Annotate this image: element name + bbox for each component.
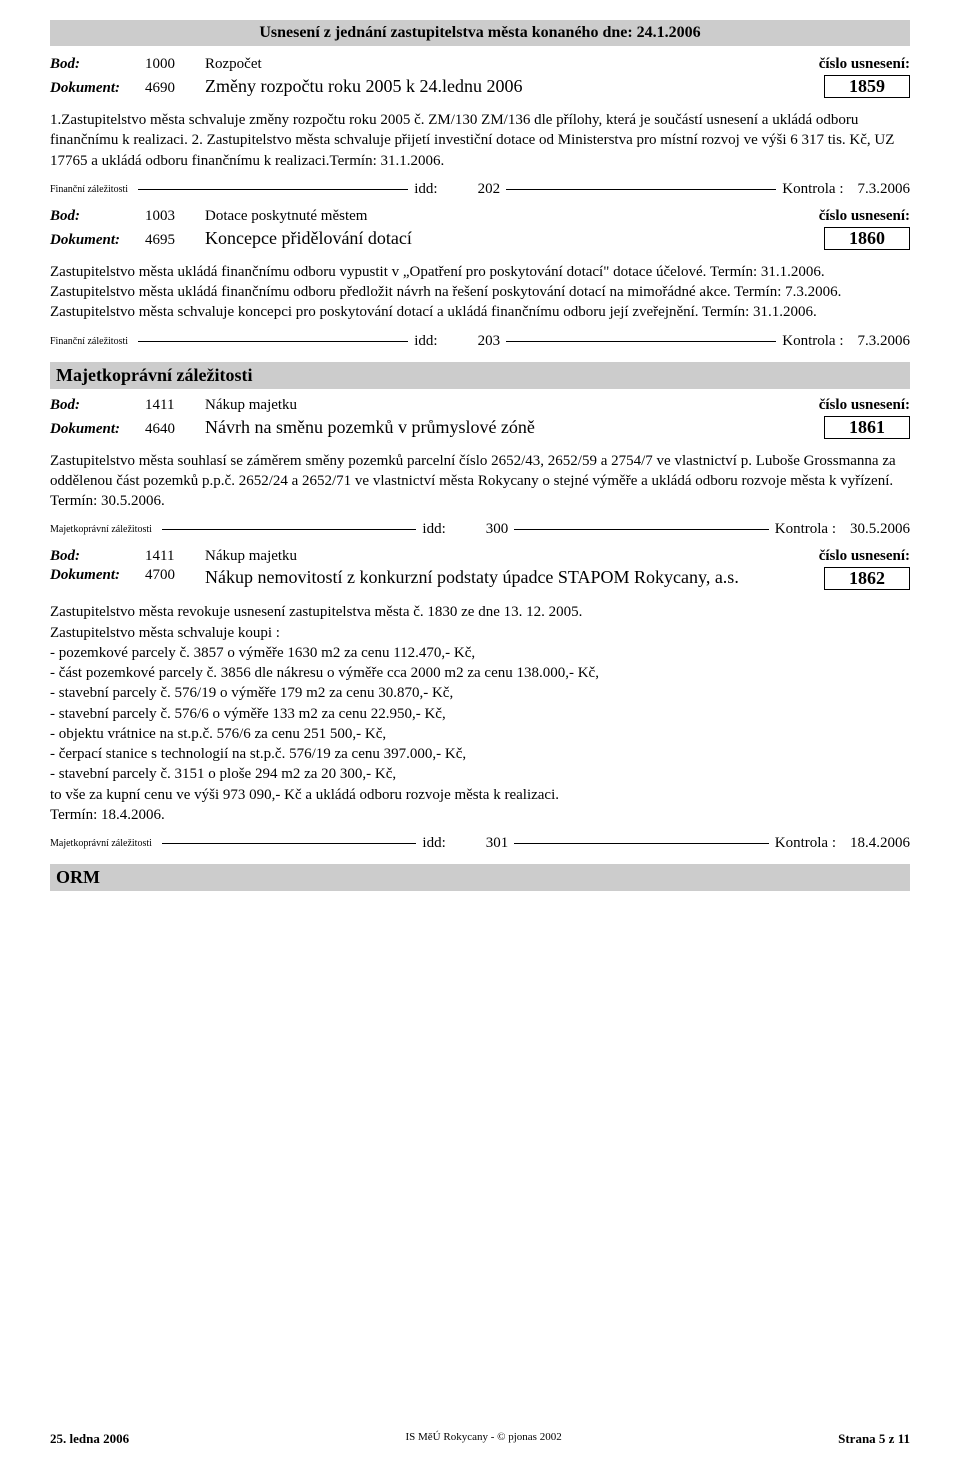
page-footer: 25. ledna 2006 IS MěÚ Rokycany - © pjona… xyxy=(50,1431,910,1447)
divider-line xyxy=(162,843,417,844)
idd-value: 203 xyxy=(478,333,501,350)
kontrola-date: 18.4.2006 xyxy=(850,835,910,852)
bod-label: Bod: xyxy=(50,397,145,414)
dokument-number: 4690 xyxy=(145,80,205,97)
bod-title: Nákup majetku xyxy=(205,548,819,565)
bod-title: Rozpočet xyxy=(205,56,819,73)
bod-number: 1411 xyxy=(145,548,205,565)
resolution-body: Zastupitelstvo města ukládá finančnímu o… xyxy=(50,262,910,323)
dokument-title: Nákup nemovitostí z konkurzní podstaty ú… xyxy=(205,567,800,588)
bod-row: Bod: 1411 Nákup majetku číslo usnesení: xyxy=(50,548,910,565)
footer-date: 25. ledna 2006 xyxy=(50,1431,129,1447)
idd-label: idd: xyxy=(414,181,437,198)
divider-line xyxy=(514,843,769,844)
page: Usnesení z jednání zastupitelstva města … xyxy=(0,0,960,1465)
divider-row: Finanční záležitosti idd: 202 Kontrola :… xyxy=(50,181,910,198)
kontrola-label: Kontrola : xyxy=(775,835,836,852)
dokument-label: Dokument: xyxy=(50,232,145,249)
divider-line xyxy=(514,529,769,530)
kontrola-date: 30.5.2006 xyxy=(850,521,910,538)
idd-value: 301 xyxy=(486,835,509,852)
bod-label: Bod: xyxy=(50,548,145,565)
kontrola-label: Kontrola : xyxy=(775,521,836,538)
dokument-label: Dokument: xyxy=(50,567,145,584)
idd-label: idd: xyxy=(422,835,445,852)
kontrola-label: Kontrola : xyxy=(782,181,843,198)
dokument-title: Změny rozpočtu roku 2005 k 24.lednu 2006 xyxy=(205,76,800,97)
divider-line xyxy=(506,189,776,190)
bod-label: Bod: xyxy=(50,56,145,73)
bod-row: Bod: 1003 Dotace poskytnuté městem číslo… xyxy=(50,208,910,225)
resolution-box-wrap: 1860 xyxy=(800,227,910,250)
footer-page-number: Strana 5 z 11 xyxy=(838,1431,910,1447)
bod-number: 1411 xyxy=(145,397,205,414)
divider-line xyxy=(138,341,408,342)
bod-number: 1000 xyxy=(145,56,205,73)
idd-value: 202 xyxy=(478,181,501,198)
dokument-row: Dokument: 4640 Návrh na směnu pozemků v … xyxy=(50,416,910,439)
divider-category: Majetkoprávní záležitosti xyxy=(50,838,156,849)
divider-row: Finanční záležitosti idd: 203 Kontrola :… xyxy=(50,333,910,350)
dokument-label: Dokument: xyxy=(50,80,145,97)
resolution-box-wrap: 1862 xyxy=(800,567,910,590)
section-header: Majetkoprávní záležitosti xyxy=(50,362,910,389)
resolution-number: 1859 xyxy=(824,75,910,98)
bod-row: Bod: 1000 Rozpočet číslo usnesení: xyxy=(50,56,910,73)
bod-title: Nákup majetku xyxy=(205,397,819,414)
resolution-number-label: číslo usnesení: xyxy=(819,548,910,565)
divider-line xyxy=(506,341,776,342)
resolution-number: 1862 xyxy=(824,567,910,590)
divider-category: Finanční záležitosti xyxy=(50,184,132,195)
divider-category: Finanční záležitosti xyxy=(50,336,132,347)
section-header: ORM xyxy=(50,864,910,891)
footer-copyright: IS MěÚ Rokycany - © pjonas 2002 xyxy=(405,1431,561,1447)
bod-label: Bod: xyxy=(50,208,145,225)
idd-label: idd: xyxy=(414,333,437,350)
resolution-number-label: číslo usnesení: xyxy=(819,397,910,414)
divider-line xyxy=(138,189,408,190)
bod-row: Bod: 1411 Nákup majetku číslo usnesení: xyxy=(50,397,910,414)
resolution-body: Zastupitelstvo města revokuje usnesení z… xyxy=(50,602,910,825)
resolution-number-label: číslo usnesení: xyxy=(819,208,910,225)
divider-category: Majetkoprávní záležitosti xyxy=(50,524,156,535)
divider-row: Majetkoprávní záležitosti idd: 300 Kontr… xyxy=(50,521,910,538)
dokument-title: Návrh na směnu pozemků v průmyslové zóně xyxy=(205,417,800,438)
dokument-row: Dokument: 4700 Nákup nemovitostí z konku… xyxy=(50,567,910,590)
dokument-number: 4700 xyxy=(145,567,205,584)
bod-title: Dotace poskytnuté městem xyxy=(205,208,819,225)
bod-number: 1003 xyxy=(145,208,205,225)
resolution-body: 1.Zastupitelstvo města schvaluje změny r… xyxy=(50,110,910,171)
divider-line xyxy=(162,529,417,530)
resolution-number-label: číslo usnesení: xyxy=(819,56,910,73)
dokument-number: 4695 xyxy=(145,232,205,249)
dokument-number: 4640 xyxy=(145,421,205,438)
dokument-label: Dokument: xyxy=(50,421,145,438)
idd-label: idd: xyxy=(422,521,445,538)
divider-row: Majetkoprávní záležitosti idd: 301 Kontr… xyxy=(50,835,910,852)
resolution-number: 1860 xyxy=(824,227,910,250)
kontrola-date: 7.3.2006 xyxy=(858,333,911,350)
resolution-box-wrap: 1859 xyxy=(800,75,910,98)
idd-value: 300 xyxy=(486,521,509,538)
resolution-box-wrap: 1861 xyxy=(800,416,910,439)
kontrola-date: 7.3.2006 xyxy=(858,181,911,198)
dokument-row: Dokument: 4695 Koncepce přidělování dota… xyxy=(50,227,910,250)
kontrola-label: Kontrola : xyxy=(782,333,843,350)
resolution-number: 1861 xyxy=(824,416,910,439)
dokument-title: Koncepce přidělování dotací xyxy=(205,228,800,249)
resolution-body: Zastupitelstvo města souhlasí se záměrem… xyxy=(50,451,910,512)
dokument-row: Dokument: 4690 Změny rozpočtu roku 2005 … xyxy=(50,75,910,98)
page-header-bar: Usnesení z jednání zastupitelstva města … xyxy=(50,20,910,46)
